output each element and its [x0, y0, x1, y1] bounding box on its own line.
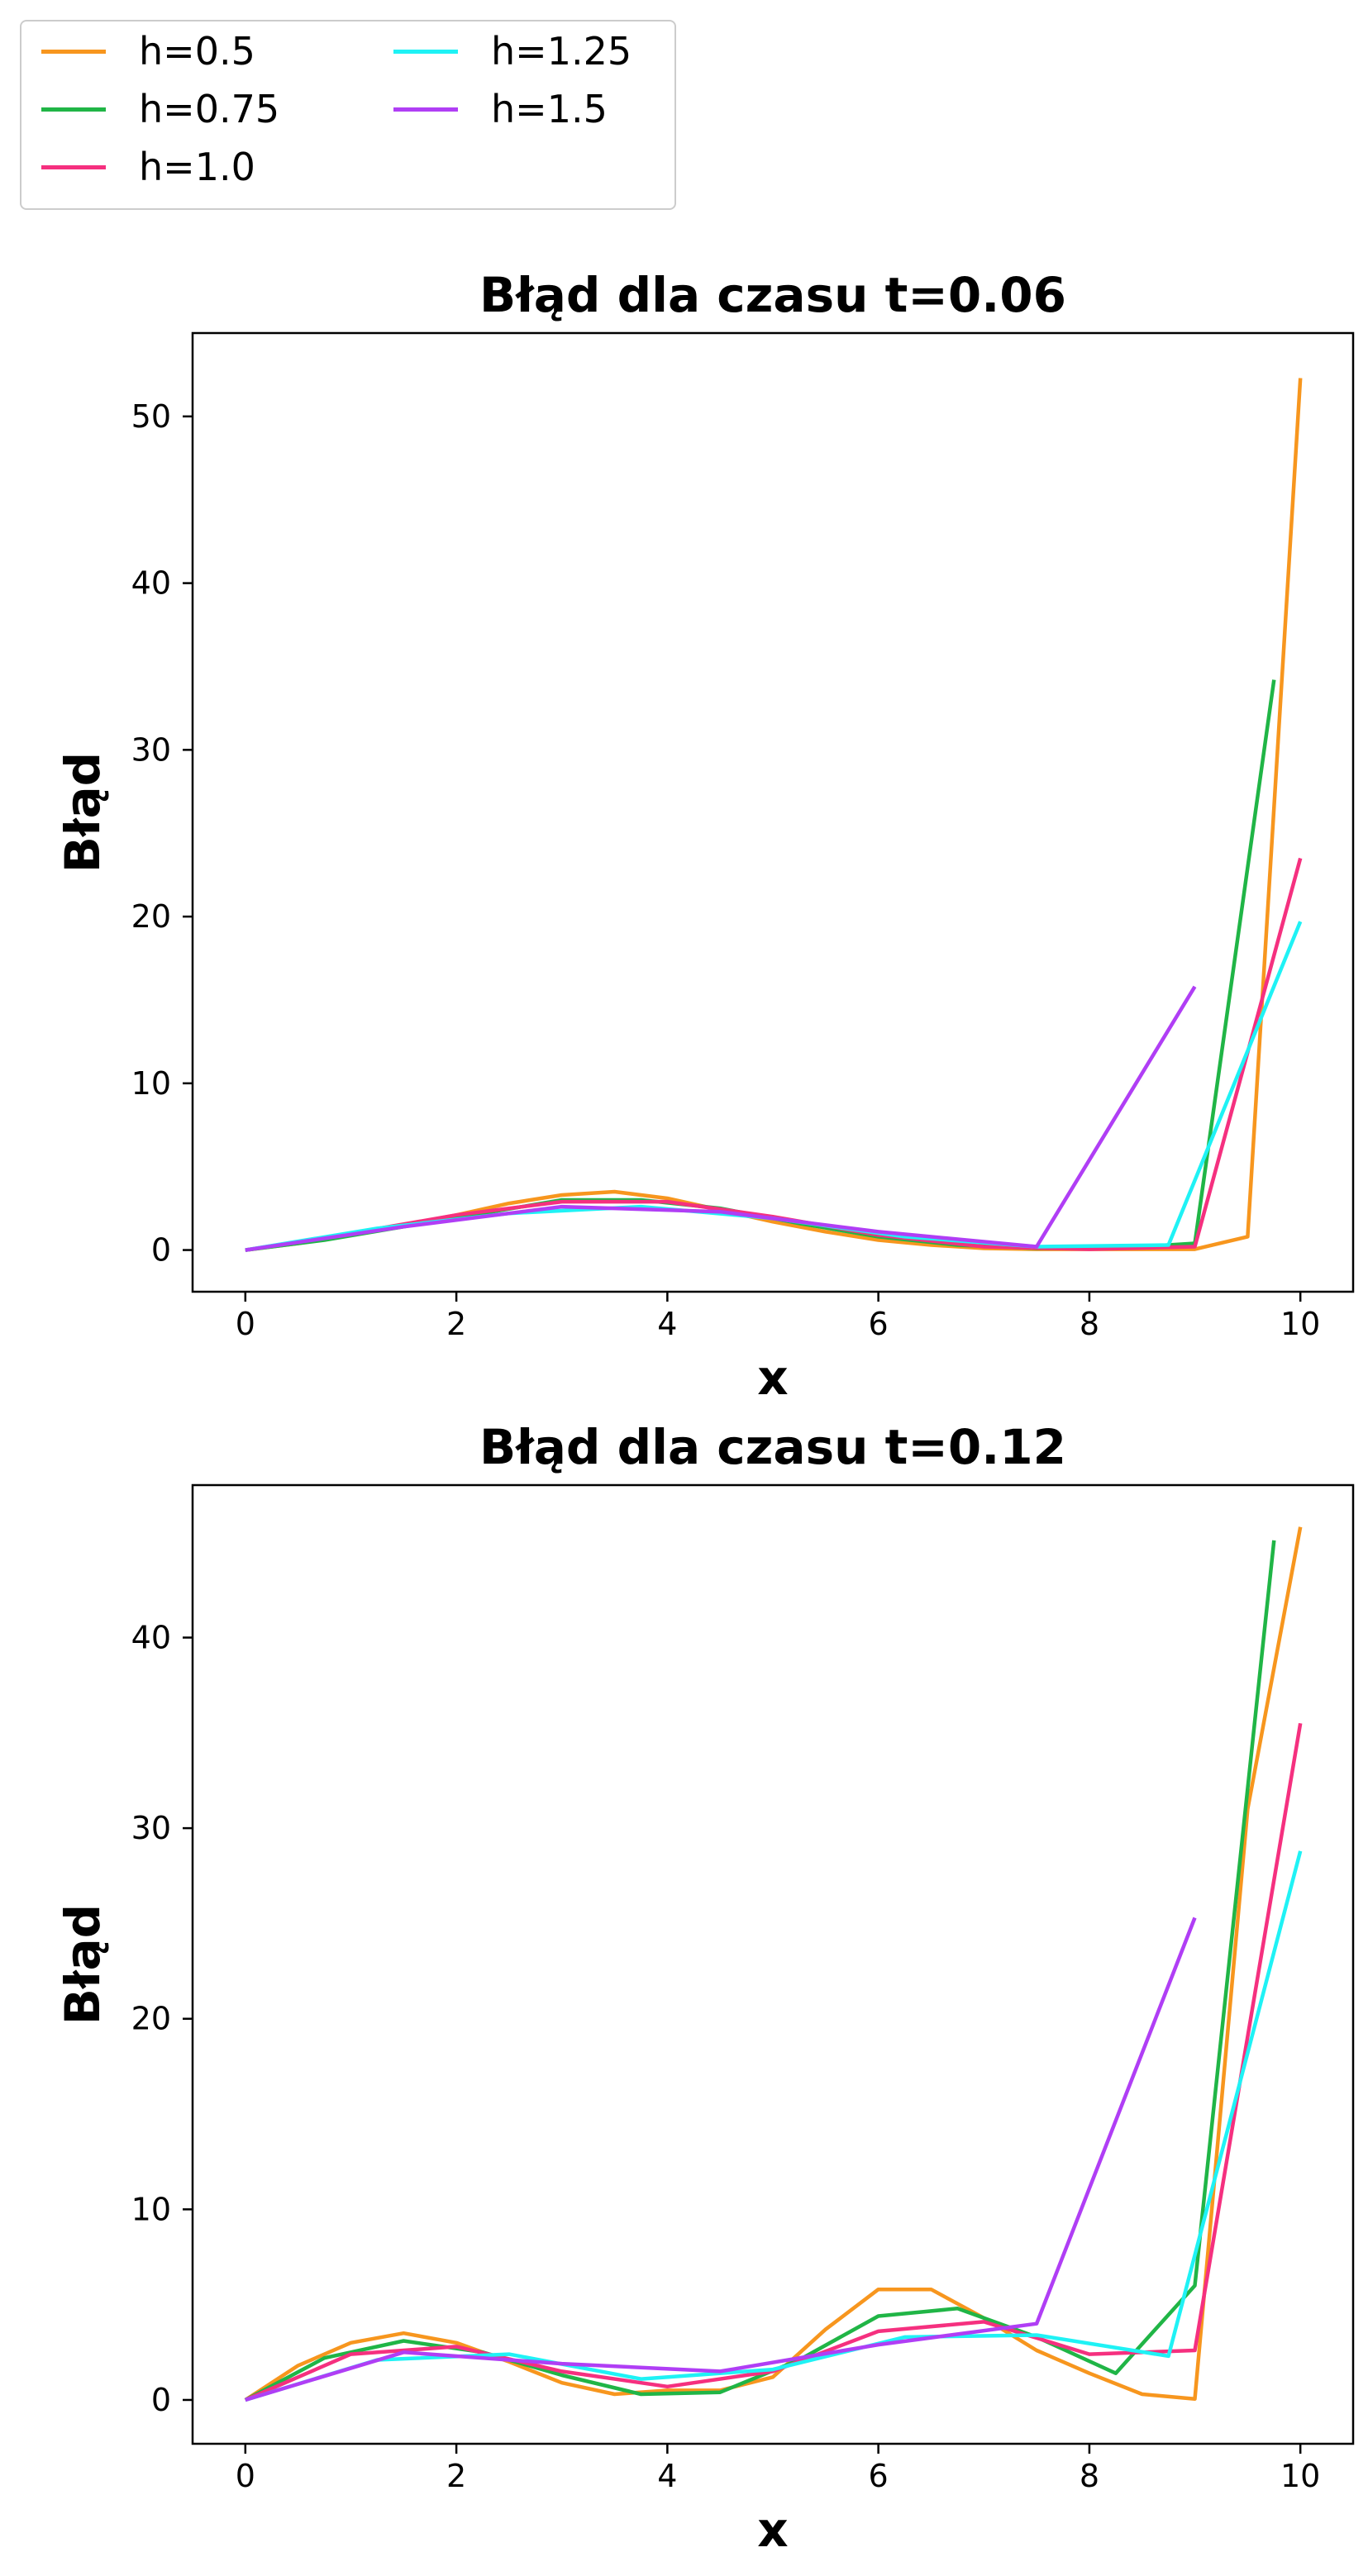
- series-line-h=0.5: [245, 378, 1303, 1252]
- x-tick-label: 2: [446, 1306, 466, 1342]
- legend: h=0.5 h=0.75 h=1.0 h=1.25 h=1.5: [20, 20, 676, 210]
- plot-frame: [191, 1483, 1355, 2445]
- series-line-h=0.75: [244, 1540, 1276, 2402]
- legend-label: h=1.0: [139, 145, 255, 189]
- x-tick-label: 10: [1280, 1306, 1320, 1342]
- chart-title: Błąd dla czasu t=0.06: [479, 267, 1066, 323]
- y-axis-label: Błąd: [55, 1904, 111, 2025]
- legend-label: h=1.5: [491, 87, 608, 131]
- legend-item: h=1.25: [393, 26, 632, 76]
- y-tick-label: 40: [131, 565, 171, 602]
- y-tick-label: 30: [131, 1810, 171, 1846]
- x-axis-label: x: [757, 1350, 788, 1406]
- x-tick-label: 2: [446, 2458, 466, 2494]
- x-tick-label: 4: [657, 2458, 677, 2494]
- series-line-h=1.5: [245, 985, 1197, 1252]
- y-tick-label: 10: [131, 2191, 171, 2227]
- y-tick-label: 10: [131, 1065, 171, 1102]
- series-line-h=1.25: [245, 1850, 1303, 2402]
- y-axis-label: Błąd: [55, 752, 111, 873]
- legend-swatch: [393, 107, 458, 112]
- legend-item: h=0.5: [41, 26, 255, 76]
- series-line-h=0.75: [245, 679, 1276, 1252]
- x-tick-label: 10: [1280, 2458, 1320, 2494]
- series-line-h=1.0: [245, 857, 1303, 1252]
- y-tick-label: 20: [131, 898, 171, 935]
- legend-label: h=1.25: [491, 29, 632, 74]
- y-tick-label: 50: [131, 398, 171, 435]
- legend-label: h=0.75: [139, 87, 280, 131]
- x-tick-label: 6: [869, 2458, 889, 2494]
- series-line-h=1.25: [245, 921, 1303, 1252]
- legend-swatch: [41, 164, 106, 169]
- series-line-h=1.0: [244, 1722, 1303, 2402]
- x-axis-label: x: [757, 2502, 788, 2558]
- legend-item: h=0.75: [41, 84, 279, 134]
- y-tick-label: 0: [151, 2382, 171, 2418]
- legend-swatch: [393, 49, 458, 54]
- x-tick-label: 0: [236, 2458, 255, 2494]
- legend-swatch: [41, 107, 106, 112]
- y-tick-label: 40: [131, 1619, 171, 1655]
- plot-frame: [191, 331, 1355, 1293]
- y-tick-label: 0: [151, 1232, 171, 1269]
- x-tick-label: 8: [1080, 1306, 1099, 1342]
- series-line-h=0.5: [244, 1526, 1303, 2402]
- y-tick-label: 30: [131, 731, 171, 768]
- legend-label: h=0.5: [139, 29, 255, 74]
- x-tick-label: 6: [869, 1306, 889, 1342]
- x-tick-label: 4: [657, 1306, 677, 1342]
- chart-title: Błąd dla czasu t=0.12: [479, 1419, 1066, 1475]
- legend-item: h=1.0: [41, 142, 255, 192]
- y-tick-label: 20: [131, 2001, 171, 2037]
- legend-swatch: [41, 49, 106, 54]
- legend-item: h=1.5: [393, 84, 608, 134]
- x-tick-label: 8: [1080, 2458, 1099, 2494]
- series-line-h=1.5: [245, 1917, 1197, 2402]
- x-tick-label: 0: [236, 1306, 255, 1342]
